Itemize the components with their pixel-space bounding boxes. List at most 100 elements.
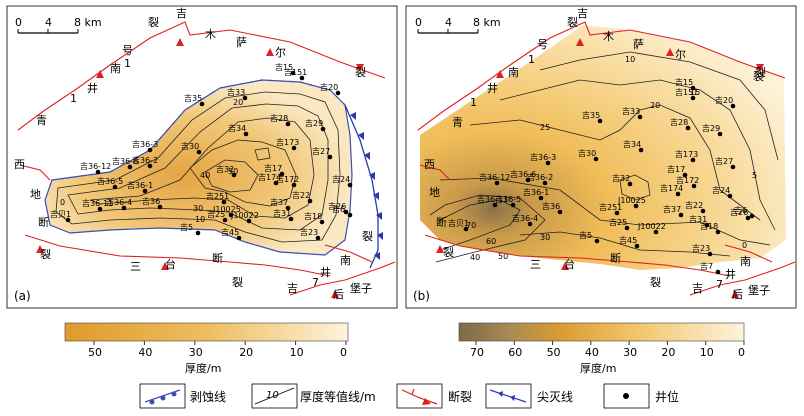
well-wells-a-30: 吉25 <box>207 210 228 223</box>
well-label: 吉28 <box>670 118 688 127</box>
well-marker <box>542 180 548 186</box>
well-label: 吉173 <box>276 138 299 147</box>
well-marker <box>242 95 248 101</box>
well-label: 吉15 <box>275 63 293 72</box>
well-wells-b-7: 吉34 <box>623 140 644 153</box>
well-wells-a-5: 吉28 <box>270 114 291 127</box>
well-wells-a-16: 吉17 <box>264 164 285 177</box>
well-label: 吉151 <box>284 68 307 77</box>
well-wells-b-5: 吉28 <box>670 118 691 131</box>
contours-a <box>55 91 341 243</box>
well-wells-a-11: 吉36-3 <box>132 140 158 153</box>
well-marker <box>291 145 297 151</box>
well-marker <box>494 180 500 186</box>
well-marker <box>685 125 691 131</box>
well-marker <box>594 238 600 244</box>
well-label: 吉172 <box>676 176 699 185</box>
fault-name-b-n4: 萨 <box>633 38 644 51</box>
scale-tick-0: 0 <box>15 16 22 29</box>
erosion-line-a <box>51 79 346 181</box>
well-marker <box>157 204 163 210</box>
legend-box-fault <box>396 383 443 409</box>
fault-name-b-w1: 号 <box>537 38 548 51</box>
fault-name-b-n5: 尔 <box>675 48 686 61</box>
fault-arrows-a <box>36 38 364 298</box>
well-label: 吉29 <box>305 119 323 128</box>
fault-name-b-s2: 地 <box>429 186 440 199</box>
well-label: 吉31 <box>689 215 707 224</box>
well-label: 吉30 <box>578 149 596 158</box>
well-wells-a-8: 吉173 <box>276 138 299 151</box>
fault-name-a-s2: 地 <box>30 188 41 201</box>
well-marker <box>727 193 733 199</box>
well-label: 吉29 <box>702 124 720 133</box>
legend-pinchout-label: 尖灭线 <box>537 390 573 404</box>
well-wells-b-0: 吉15 <box>675 78 696 91</box>
colorbar-tick-label: 20 <box>239 346 253 359</box>
well-label: 吉18 <box>304 212 322 221</box>
well-label: J10025 <box>617 196 646 205</box>
well-label: 吉33 <box>227 88 245 97</box>
well-wells-b-22: 吉251 <box>599 203 622 216</box>
well-marker <box>510 202 516 208</box>
well-wells-b-34: 吉贝1 <box>448 219 469 232</box>
contour-label-40: 40 <box>200 171 210 180</box>
well-wells-b-9: 吉27 <box>715 157 736 170</box>
well-marker <box>749 213 755 219</box>
fault-name-b-e6: 后 <box>732 288 743 301</box>
well-wells-a-38: 吉23 <box>300 228 321 241</box>
well-label: 吉36-12 <box>479 173 510 182</box>
well-wells-b-10: 吉30 <box>578 149 599 162</box>
well-wells-a-37: 吉45 <box>221 228 242 241</box>
well-label: 吉37 <box>270 198 288 207</box>
fault-name-a-n4: 萨 <box>236 36 247 49</box>
scale-tick-4: 4 <box>45 16 52 29</box>
well-marker <box>147 147 153 153</box>
contour-b-70: 70 <box>466 221 476 230</box>
well-wells-b-24: 吉36-11 <box>477 195 508 208</box>
colorbar-tick-label: 30 <box>623 346 637 359</box>
well-wells-b-18: 吉172 <box>676 176 699 189</box>
well-marker <box>614 210 620 216</box>
fault-name-a-e5: 后 <box>333 288 344 301</box>
well-wells-b-17: 吉174 <box>660 184 683 197</box>
well-label: 吉173 <box>675 150 698 159</box>
fault-name-a-e7: 7 <box>312 276 319 289</box>
well-wells-a-33: 吉6 <box>332 205 353 218</box>
well-wells-b-27: 吉37 <box>663 205 684 218</box>
colorbar-tick-label: 50 <box>88 346 102 359</box>
well-marker <box>315 235 321 241</box>
fault-name-a-n3: 木 <box>205 28 216 41</box>
fault-name-b-s6: 台 <box>564 257 575 271</box>
well-wells-b-37: 吉45 <box>619 236 640 249</box>
contour-b-20: 20 <box>650 101 660 110</box>
well-label: 吉5 <box>579 231 592 240</box>
well-label: J10025 <box>212 205 241 214</box>
well-marker <box>121 205 127 211</box>
fault-name-a-e6: 堡子 <box>350 281 372 295</box>
faults-b <box>417 21 796 296</box>
well-marker <box>627 181 633 187</box>
well-label: 吉36-5 <box>97 177 123 186</box>
well-wells-b-15: 吉32 <box>612 174 633 187</box>
well-wells-a-19: 吉24 <box>332 175 353 188</box>
well-marker <box>221 199 227 205</box>
contour-b-60: 60 <box>486 237 496 246</box>
well-wells-a-36: 吉5 <box>180 223 201 236</box>
well-label: 吉贝1 <box>448 219 469 228</box>
scale-tick-8km-b: 8 km <box>473 16 501 29</box>
colorbar-tick-label: 10 <box>290 346 304 359</box>
well-label: 吉36-4 <box>512 214 538 223</box>
well-label: 吉36-11 <box>82 199 113 208</box>
pinchout-teeth-a <box>350 112 383 260</box>
well-label: 吉36-12 <box>80 162 111 171</box>
well-label: 吉33 <box>622 107 640 116</box>
well-wells-a-22: 吉251 <box>206 192 229 205</box>
colorbar-tick-label: 20 <box>661 346 675 359</box>
well-marker <box>320 126 326 132</box>
contour-b-30: 30 <box>540 233 550 242</box>
well-wells-a-20: 吉36-5 <box>97 177 123 190</box>
scale-tick-8km: 8 km <box>74 16 102 29</box>
well-label: 吉151 <box>675 88 698 97</box>
